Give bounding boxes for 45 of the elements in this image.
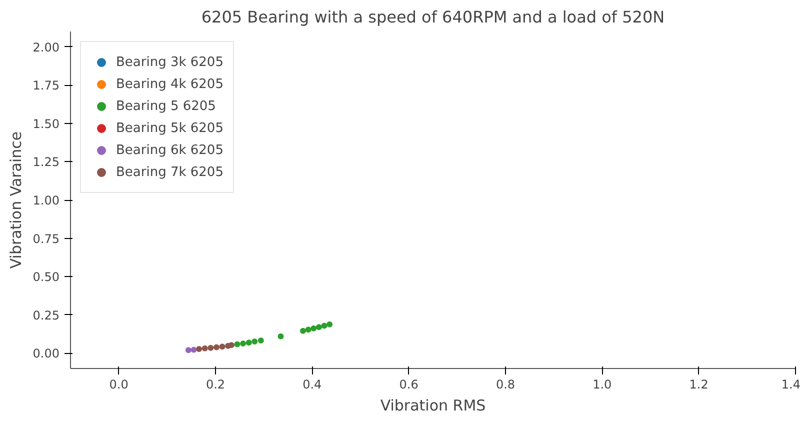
point [278,333,284,340]
point [300,328,306,334]
point [185,347,192,354]
point [246,340,252,346]
x-axis-title: Vibration RMS [380,396,486,414]
y-axis-title: Vibration Varaince [6,131,25,269]
x-tick-label: 0.4 [302,378,322,392]
point [202,345,208,352]
y-tick-label: 0.25 [32,308,60,322]
legend-label: Bearing 5 6205 [116,98,216,114]
y-tick-label: 0.00 [32,346,60,361]
point [321,322,328,329]
y-tick-label: 1.25 [32,155,60,170]
y-tick-label: 2.00 [32,40,60,54]
y-tick-label: 0.50 [32,270,60,284]
y-tick-label: 1.75 [32,78,60,93]
point [208,344,214,351]
point [240,340,246,347]
x-tick-label: 0.2 [206,378,226,392]
legend-label: Bearing 4k 6205 [116,76,224,92]
chart-title: 6205 Bearing with a speed of 640RPM and a load of 520N [201,8,665,26]
x-tick-label: 0.0 [109,378,128,392]
point [258,337,264,344]
point [196,346,202,352]
legend-label: Bearing 7k 6205 [116,164,224,180]
point [213,344,220,350]
point [234,341,240,348]
y-tick-label: 1.00 [32,194,60,208]
x-tick-label: 1.4 [781,378,801,392]
x-tick-label: 1.2 [689,378,708,392]
point [310,325,317,332]
point [326,321,333,328]
y-tick-label: 0.75 [32,232,60,246]
point [190,346,197,353]
x-tick-label: 0.8 [496,378,516,392]
x-tick-label: 0.6 [399,378,418,392]
legend-label: Bearing 5k 6205 [116,120,224,136]
point [219,344,226,350]
legend-label: Bearing 3k 6205 [116,54,224,70]
point [252,338,258,345]
x-tick-label: 1.0 [592,378,612,392]
legend-label: Bearing 6k 6205 [116,142,224,158]
point [316,324,322,330]
y-tick-label: 1.50 [32,116,60,131]
point [305,326,312,333]
